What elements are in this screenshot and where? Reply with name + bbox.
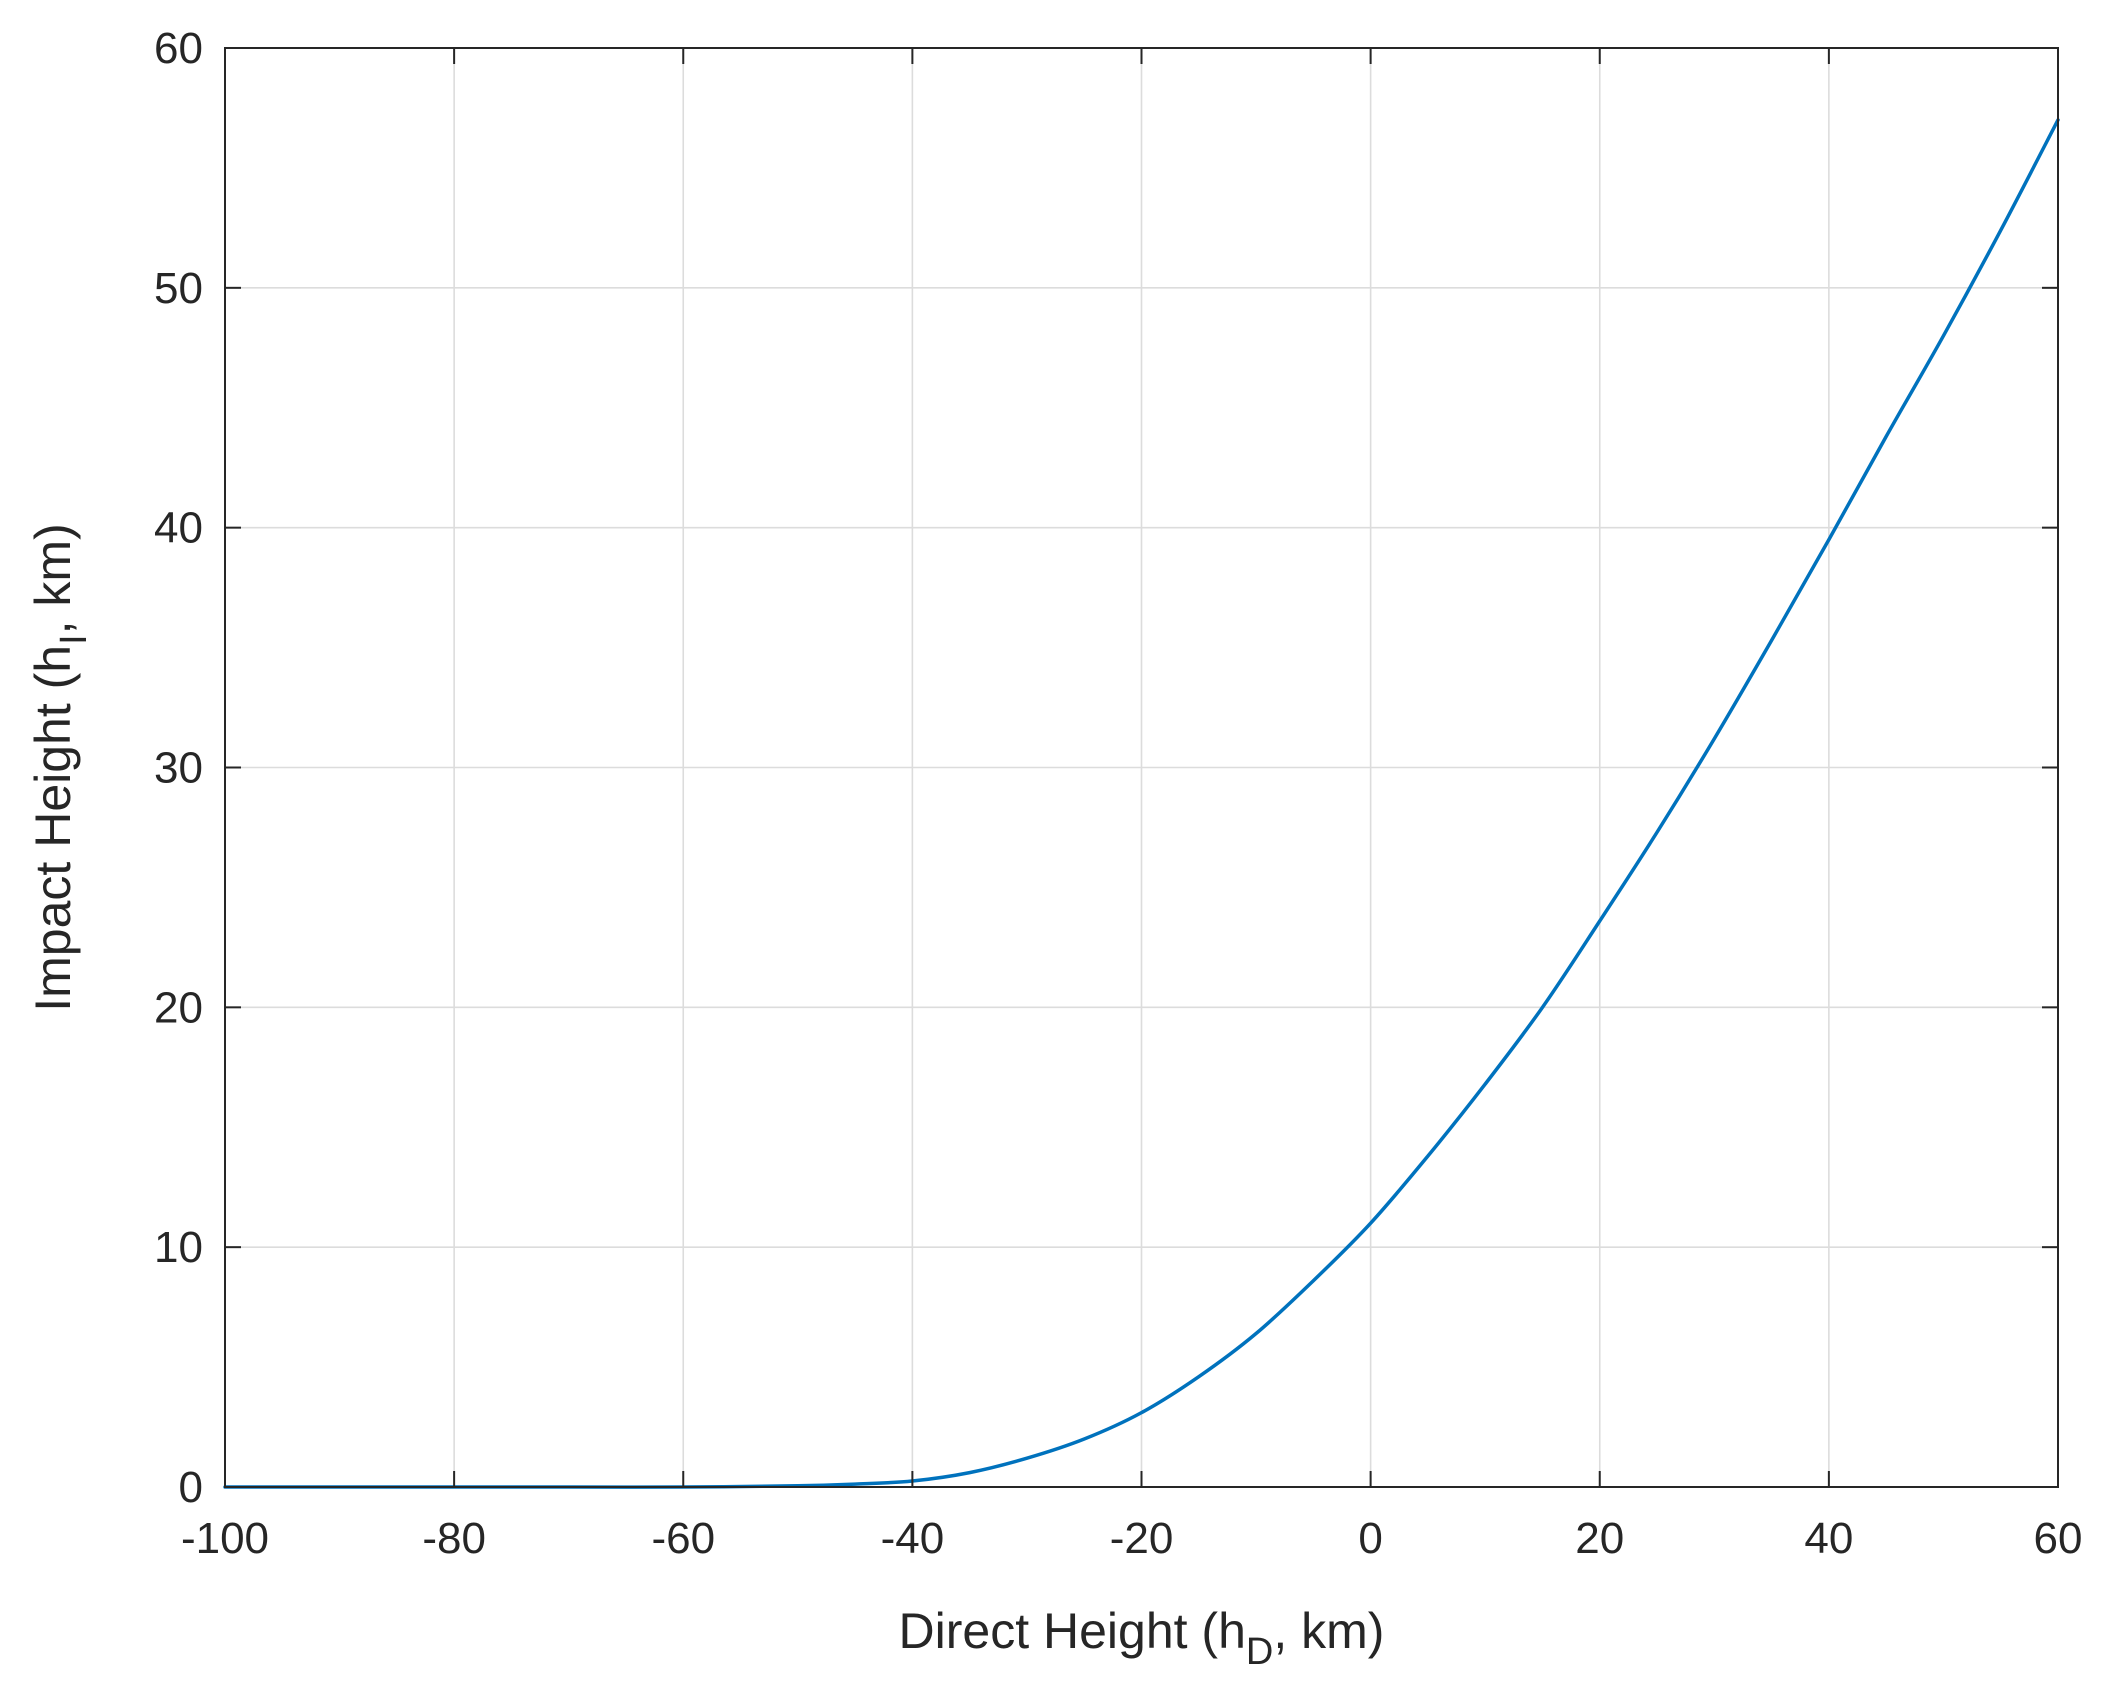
y-tick-label: 0 <box>179 1463 203 1512</box>
x-tick-label: -80 <box>422 1514 486 1563</box>
y-tick-label: 40 <box>154 504 203 553</box>
y-tick-labels: 0 10 20 30 40 50 60 <box>154 24 203 1512</box>
tick-marks <box>224 47 2059 1488</box>
y-axis-label-subscript: I <box>53 634 95 645</box>
x-axis-label-subscript: D <box>1246 1631 1273 1673</box>
x-axis-label: Direct Height (hD, km) <box>899 1603 1385 1673</box>
x-tick-label: -20 <box>1110 1514 1174 1563</box>
x-tick-label: 20 <box>1575 1514 1624 1563</box>
y-tick-label: 60 <box>154 24 203 73</box>
y-axis-label-suffix: , km) <box>25 523 81 634</box>
grid <box>224 47 2059 1488</box>
y-axis-label: Impact Height (hI, km) <box>25 523 95 1011</box>
x-tick-label: -100 <box>181 1514 269 1563</box>
y-tick-label: 20 <box>154 983 203 1032</box>
x-tick-label: 60 <box>2034 1514 2083 1563</box>
x-axis-label-main: Direct Height (h <box>899 1603 1246 1659</box>
y-tick-label: 10 <box>154 1223 203 1272</box>
x-tick-label: -60 <box>651 1514 715 1563</box>
y-tick-label: 30 <box>154 744 203 793</box>
x-tick-label: -40 <box>881 1514 945 1563</box>
x-tick-label: 0 <box>1358 1514 1382 1563</box>
x-axis-label-suffix: , km) <box>1273 1603 1384 1659</box>
y-axis-label-main: Impact Height (h <box>25 645 81 1012</box>
y-tick-label: 50 <box>154 264 203 313</box>
x-tick-labels: -100 -80 -60 -40 -20 0 20 40 60 <box>181 1514 2083 1563</box>
x-tick-label: 40 <box>1804 1514 1853 1563</box>
